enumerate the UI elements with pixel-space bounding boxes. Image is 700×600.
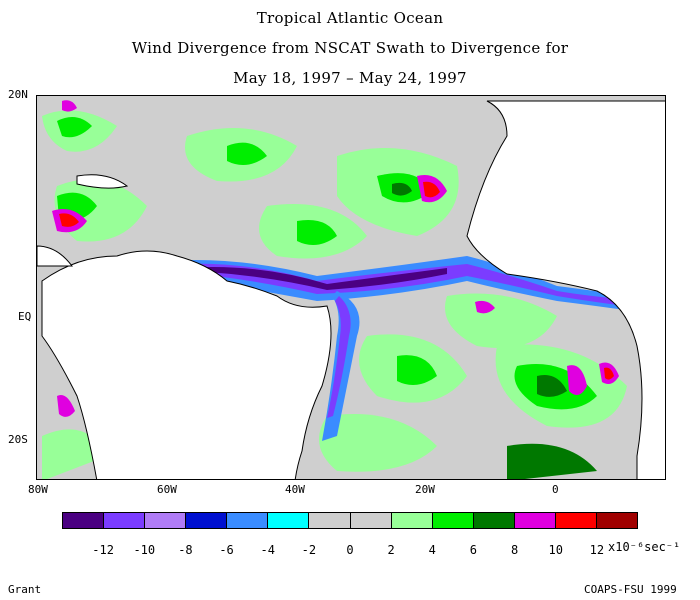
- lon-tick-20w: 20W: [415, 483, 435, 496]
- central-america: [37, 245, 74, 267]
- divergence-map: [36, 95, 666, 480]
- color-swatch: [186, 513, 228, 528]
- color-swatch: [309, 513, 351, 528]
- color-scale-units: x10⁻⁶sec⁻¹: [608, 540, 681, 554]
- color-scale-label: -6: [219, 543, 234, 557]
- color-swatch: [597, 513, 638, 528]
- map-svg: [37, 96, 665, 479]
- south-america: [41, 250, 332, 479]
- color-scale-label: 8: [510, 543, 519, 557]
- color-swatch: [63, 513, 105, 528]
- color-scale-label: 4: [428, 543, 436, 557]
- color-swatch: [555, 513, 598, 528]
- color-scale-label: -10: [133, 543, 156, 557]
- color-swatch: [473, 513, 515, 528]
- color-scale-label: 6: [469, 543, 478, 557]
- caribbean-islands: [76, 174, 129, 189]
- color-scale-label: 10: [548, 543, 563, 557]
- color-scale-bar: [62, 512, 638, 529]
- color-swatch: [104, 513, 146, 528]
- land-masses: [37, 100, 665, 479]
- lon-tick-80w: 80W: [28, 483, 48, 496]
- map-date-range: May 18, 1997 – May 24, 1997: [233, 69, 467, 87]
- color-swatch: [391, 513, 433, 528]
- author-credit: Grant: [8, 583, 42, 596]
- lon-tick-60w: 60W: [157, 483, 177, 496]
- africa: [466, 100, 665, 479]
- lon-tick-0: 0: [552, 483, 559, 496]
- map-subtitle: Wind Divergence from NSCAT Swath to Dive…: [131, 39, 569, 57]
- color-swatch: [227, 513, 269, 528]
- color-scale-label: -12: [92, 543, 114, 557]
- lat-tick-20n: 20N: [8, 88, 28, 101]
- color-swatch: [145, 513, 187, 528]
- positive-divergence-patches: [42, 110, 627, 479]
- institution-credit: COAPS-FSU 1999: [584, 583, 677, 596]
- color-swatch: [514, 513, 556, 528]
- color-scale-label: -8: [178, 543, 193, 557]
- divergence-maxima: [52, 100, 659, 417]
- color-swatch: [432, 513, 474, 528]
- itcz-convergence-band: [167, 256, 632, 441]
- color-scale-label: 2: [387, 543, 395, 557]
- map-title: Tropical Atlantic Ocean: [256, 9, 444, 27]
- lat-tick-20s: 20S: [8, 433, 28, 446]
- color-scale-label: -2: [301, 543, 317, 557]
- lon-tick-40w: 40W: [285, 483, 305, 496]
- color-scale-label: 0: [346, 543, 354, 557]
- color-scale-label: -4: [260, 543, 275, 557]
- color-swatch: [350, 513, 392, 528]
- color-scale-label: 12: [589, 543, 605, 557]
- lat-tick-eq: EQ: [18, 310, 32, 323]
- color-swatch: [268, 513, 310, 528]
